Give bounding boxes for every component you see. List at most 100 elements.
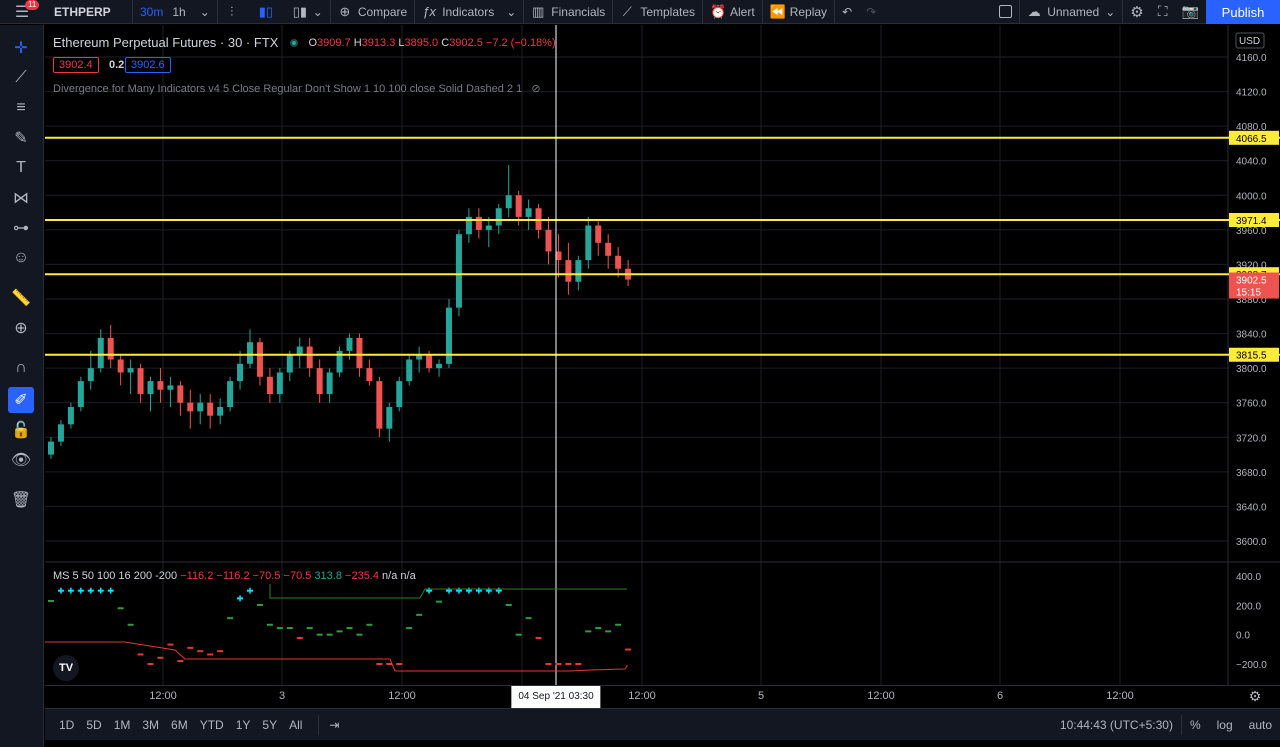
candle-body bbox=[595, 225, 602, 243]
time-label: 12:00 bbox=[149, 690, 177, 702]
snapshot-button[interactable]: 📷 bbox=[1175, 0, 1206, 24]
interval-30m[interactable]: 30m bbox=[140, 4, 164, 19]
magnet-tool[interactable]: ∩ bbox=[8, 355, 34, 381]
unlock-icon: 🔓 bbox=[11, 422, 31, 439]
zoom-tool[interactable]: ⊕ bbox=[8, 315, 34, 341]
candle-body bbox=[446, 307, 452, 364]
templates-button[interactable]: ⟋ Templates bbox=[613, 0, 702, 24]
chart-type-button[interactable]: ▯▮ ⌄ bbox=[286, 0, 330, 24]
trash-icon: 🗑 bbox=[10, 492, 32, 509]
text-tool[interactable]: T bbox=[8, 155, 34, 181]
ms-lower-band bbox=[45, 641, 628, 672]
log-scale-toggle[interactable]: log bbox=[1216, 718, 1233, 732]
candle-body bbox=[555, 251, 562, 261]
range-1y[interactable]: 1Y bbox=[235, 717, 251, 732]
candle-body bbox=[356, 337, 363, 369]
range-ytd[interactable]: YTD bbox=[199, 717, 224, 732]
range-3m[interactable]: 3M bbox=[142, 717, 160, 732]
candle-body bbox=[276, 372, 283, 395]
buy-price-box[interactable]: 3902.6 bbox=[125, 57, 171, 73]
financials-button[interactable]: ▥ Financials bbox=[532, 3, 606, 19]
ms-tick-label: 200.0 bbox=[1236, 601, 1261, 612]
crosshair-tool[interactable]: ✛ bbox=[8, 35, 34, 61]
currency-box bbox=[1235, 32, 1265, 49]
range-all[interactable]: All bbox=[289, 717, 303, 732]
time-label: 6 bbox=[996, 690, 1004, 702]
lock-drawings-tool[interactable]: 🔓 bbox=[8, 417, 34, 443]
goto-date-button[interactable]: ⇥ bbox=[329, 718, 339, 732]
measure-tool[interactable]: 📏 bbox=[8, 285, 34, 311]
prediction-tool[interactable]: ⊶ bbox=[8, 215, 34, 241]
indicators-button[interactable]: ƒx Indicators ⌄ bbox=[422, 3, 517, 19]
fullscreen-icon: ⛶ bbox=[1157, 3, 1168, 19]
replay-button[interactable]: ⏪ Replay bbox=[769, 3, 828, 19]
candle-body bbox=[545, 229, 552, 252]
redo-icon: ↷ bbox=[866, 4, 877, 19]
fib-tool[interactable]: ≡ bbox=[8, 95, 34, 121]
time-label: 12:00 bbox=[1106, 690, 1134, 702]
time-axis[interactable]: 12:00 3 12:00 12:00 5 12:00 6 12:00 04 S… bbox=[45, 685, 1230, 708]
candle-body bbox=[615, 255, 622, 269]
undo-button[interactable]: ↶ bbox=[835, 0, 859, 24]
redo-button[interactable]: ↷ bbox=[859, 0, 883, 24]
icon-tool[interactable]: ☺ bbox=[8, 245, 34, 271]
level-price-tag bbox=[1229, 213, 1279, 228]
chart-canvas[interactable]: 4160.0 4120.0 4080.0 4040.0 4000.0 3960.0 3920… bbox=[45, 25, 1280, 685]
brush-tool[interactable]: ✎ bbox=[8, 125, 34, 151]
time-label: 12:00 bbox=[388, 690, 416, 702]
hide-drawings-tool[interactable]: 👁 bbox=[8, 447, 34, 473]
eye-off-icon[interactable]: ⊘ bbox=[531, 83, 541, 95]
cloud-icon: ☁ bbox=[1027, 3, 1041, 19]
trend-line-tool[interactable]: ⟋ bbox=[8, 65, 34, 91]
range-1d[interactable]: 1D bbox=[59, 717, 75, 732]
alert-button[interactable]: ⏰ Alert bbox=[710, 3, 755, 19]
layout-name-button[interactable]: ☁ Unnamed ⌄ bbox=[1027, 3, 1116, 19]
percent-scale-toggle[interactable]: % bbox=[1189, 718, 1201, 732]
candle-body bbox=[465, 216, 472, 235]
range-1m[interactable]: 1M bbox=[113, 717, 131, 732]
candles-style-button[interactable]: ▮▯ bbox=[252, 0, 286, 24]
fullscreen-button[interactable]: ⛶ bbox=[1151, 0, 1175, 24]
main-menu-button[interactable]: ☰ 11 bbox=[0, 0, 44, 24]
candle-body bbox=[485, 225, 492, 230]
auto-scale-toggle[interactable]: auto bbox=[1248, 718, 1272, 732]
candle-body bbox=[386, 407, 393, 429]
stay-in-drawing-mode-tool[interactable]: ✐ bbox=[8, 387, 34, 413]
sell-price-box[interactable]: 3902.4 bbox=[53, 57, 99, 73]
price-tick-label: 3960.0 bbox=[1236, 226, 1267, 237]
candle-body bbox=[127, 368, 134, 373]
layout-select-button[interactable] bbox=[992, 0, 1019, 24]
tradingview-logo[interactable]: TV bbox=[53, 655, 79, 681]
range-5d[interactable]: 5D bbox=[86, 717, 102, 732]
publish-button[interactable]: Publish bbox=[1206, 0, 1280, 24]
eye-icon: 👁 bbox=[10, 452, 32, 469]
settings-button[interactable]: ⚙ bbox=[1123, 0, 1150, 24]
drawing-toolbar: ✛ ⟋ ≡ ✎ T ⋈ ⊶ ☺ 📏 ⊕ ∩ ✐ 🔓 👁 🗑 bbox=[0, 25, 44, 747]
interval-1h[interactable]: 1h bbox=[172, 4, 186, 19]
time-label: 12:00 bbox=[867, 690, 895, 702]
candle-body bbox=[406, 359, 413, 382]
symbol-title[interactable]: Ethereum Perpetual Futures · 30 · FTX bbox=[53, 35, 279, 50]
candle-body bbox=[67, 407, 74, 425]
scale-settings-button[interactable]: ⚙ bbox=[1230, 685, 1280, 707]
chart-area[interactable]: 4160.0 4120.0 4080.0 4040.0 4000.0 3960.0 3920… bbox=[45, 25, 1280, 685]
bars-style-button[interactable]: ⫶ bbox=[218, 0, 252, 24]
range-5y[interactable]: 5Y bbox=[262, 717, 278, 732]
divergence-indicator-legend[interactable]: Divergence for Many Indicators v4 5 Clos… bbox=[53, 83, 541, 95]
undo-icon: ↶ bbox=[842, 4, 853, 19]
last-price-tag bbox=[1229, 272, 1279, 299]
clock-timezone[interactable]: 10:44:43 (UTC+5:30) bbox=[1059, 718, 1173, 732]
remove-drawings-tool[interactable]: 🗑 bbox=[8, 487, 34, 513]
market-status-dot[interactable] bbox=[290, 38, 299, 47]
symbol-search[interactable]: ETHPERP bbox=[54, 4, 111, 19]
compare-button[interactable]: ⊕ Compare bbox=[339, 3, 408, 19]
candle-body bbox=[515, 195, 522, 217]
ms-indicator-legend[interactable]: MS 5 50 100 16 200 -200 −116.2 −116.2 −7… bbox=[53, 570, 416, 582]
chevron-down-icon: ⌄ bbox=[199, 4, 210, 19]
candle-body bbox=[177, 385, 184, 403]
pattern-tool[interactable]: ⋈ bbox=[8, 185, 34, 211]
range-6m[interactable]: 6M bbox=[171, 717, 188, 732]
last-price-label: 3902.5 bbox=[1236, 276, 1267, 287]
interval-dropdown[interactable]: ⌄ bbox=[193, 0, 217, 24]
